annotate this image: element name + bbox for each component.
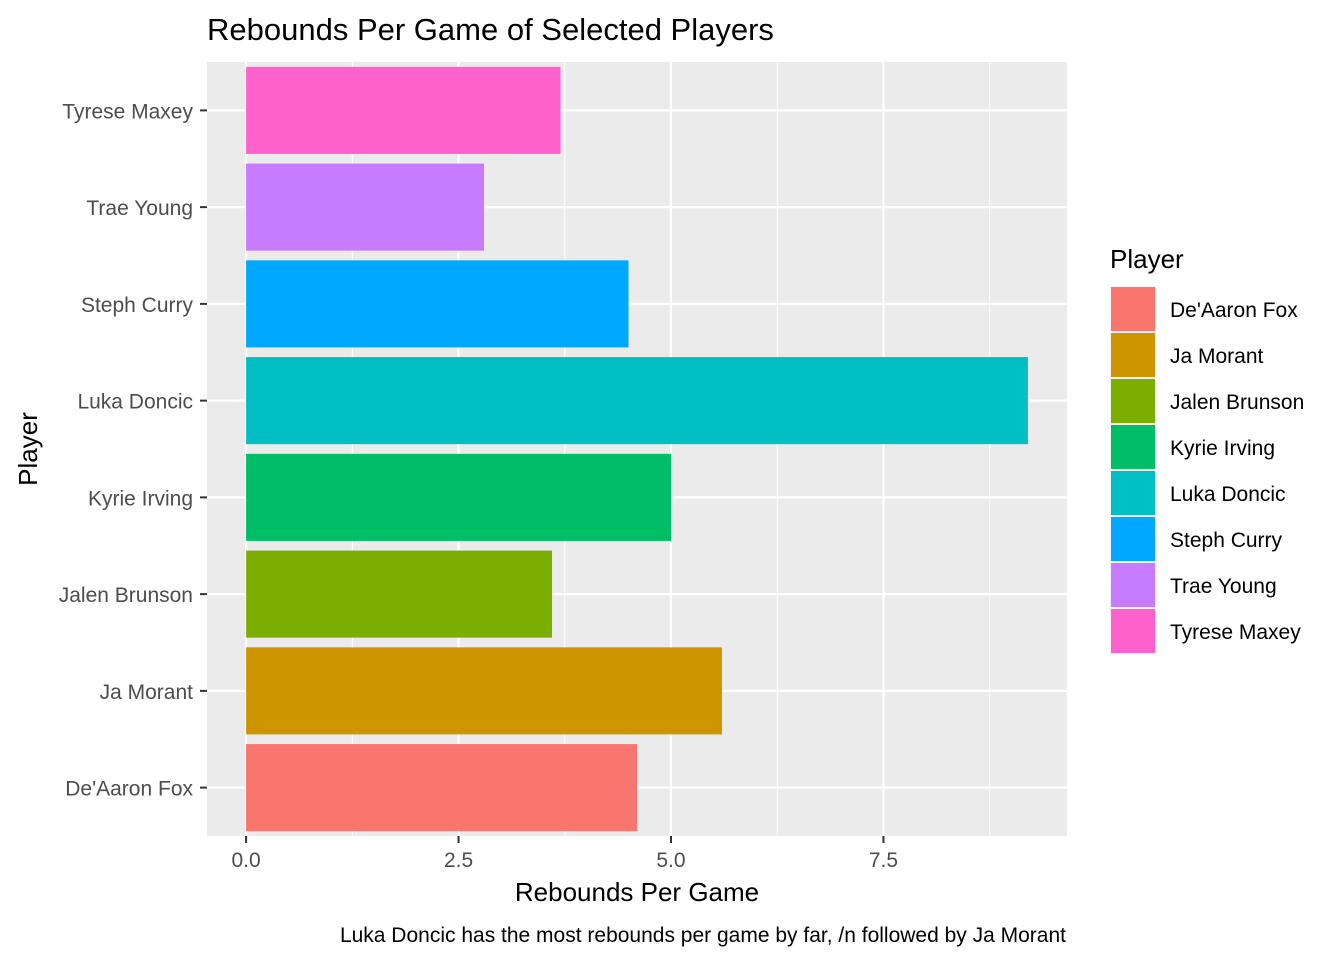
y-tick-label: Trae Young (86, 197, 193, 220)
y-tick-label: Ja Morant (100, 681, 194, 704)
legend-entry-label: Tyrese Maxey (1170, 621, 1301, 644)
y-axis-label: Player (13, 412, 43, 486)
legend-swatch (1111, 563, 1155, 607)
legend-title: Player (1110, 244, 1184, 274)
y-tick-label: De'Aaron Fox (65, 778, 193, 801)
x-axis: 0.0 2.5 5.0 7.5 (231, 836, 898, 872)
bar (246, 357, 1028, 445)
y-tick-label: Jalen Brunson (59, 584, 193, 607)
x-axis-label: Rebounds Per Game (515, 877, 759, 907)
legend-entry-label: Kyrie Irving (1170, 437, 1275, 460)
y-tick-label: Kyrie Irving (88, 487, 193, 510)
bar (246, 453, 671, 541)
bar (246, 163, 485, 251)
legend-entry-label: Jalen Brunson (1170, 391, 1304, 414)
x-tick-label: 5.0 (656, 849, 685, 872)
x-tick-label: 2.5 (444, 849, 473, 872)
y-axis: De'Aaron Fox Ja Morant Jalen Brunson Kyrie … (59, 100, 207, 801)
legend-entry-label: Trae Young (1170, 575, 1277, 598)
x-tick-label: 0.0 (231, 849, 260, 872)
y-tick-label: Luka Doncic (77, 391, 193, 414)
legend-entry-label: Ja Morant (1170, 345, 1264, 368)
legend-swatch (1111, 471, 1155, 515)
chart-caption: Luka Doncic has the most rebounds per ga… (340, 924, 1066, 947)
bar (246, 260, 629, 348)
legend-swatch (1111, 425, 1155, 469)
legend-entry-label: Luka Doncic (1170, 483, 1286, 506)
chart-title: Rebounds Per Game of Selected Players (207, 12, 774, 47)
bar (246, 647, 722, 735)
y-tick-label: Steph Curry (81, 294, 194, 317)
bar (246, 550, 553, 638)
legend-entry-label: Steph Curry (1170, 529, 1283, 552)
bars (246, 66, 1028, 832)
legend-entry-label: De'Aaron Fox (1170, 299, 1298, 322)
legend-swatch (1111, 517, 1155, 561)
x-tick-label: 7.5 (869, 849, 898, 872)
bar (246, 66, 561, 154)
y-tick-label: Tyrese Maxey (62, 100, 193, 123)
legend-swatch (1111, 379, 1155, 423)
legend-swatch (1111, 609, 1155, 653)
legend: Player De'Aaron Fox Ja Morant Jalen Brunso… (1110, 244, 1304, 654)
legend-swatch (1111, 287, 1155, 331)
bar (246, 744, 637, 832)
legend-swatch (1111, 333, 1155, 377)
